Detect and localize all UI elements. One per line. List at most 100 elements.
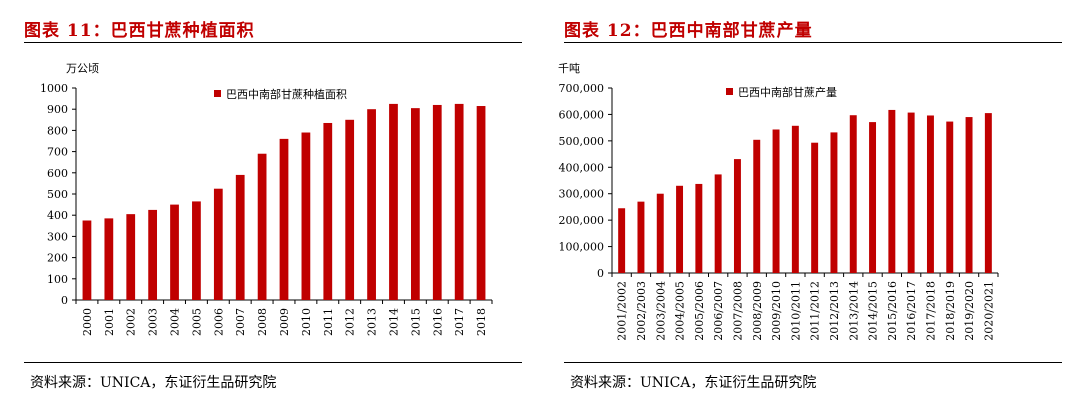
x-tick-label: 2016/2017 bbox=[905, 281, 918, 341]
bar bbox=[82, 220, 92, 300]
legend-label: 巴西中南部甘蔗种植面积 bbox=[226, 87, 347, 101]
x-tick-label: 2015/2016 bbox=[886, 281, 899, 341]
source-note: 资料来源：UNICA，东证衍生品研究院 bbox=[30, 375, 277, 391]
x-tick-label: 2014/2015 bbox=[867, 281, 880, 341]
bar bbox=[104, 218, 114, 300]
x-tick-label: 2004/2005 bbox=[674, 281, 687, 341]
x-tick-label: 2015 bbox=[409, 308, 422, 336]
x-tick-label: 2002 bbox=[125, 308, 138, 336]
bar bbox=[389, 103, 398, 301]
y-tick-label: 300,000 bbox=[559, 188, 605, 201]
y-tick-label: 0 bbox=[61, 294, 68, 307]
x-tick-label: 2014 bbox=[387, 308, 400, 336]
bar bbox=[849, 115, 857, 273]
bar bbox=[301, 132, 311, 300]
x-tick-label: 2005/2006 bbox=[693, 281, 706, 341]
y-tick-label: 500 bbox=[47, 188, 68, 201]
x-tick-label: 2006/2007 bbox=[712, 281, 725, 341]
x-tick-label: 2011 bbox=[322, 308, 335, 336]
figure-title: 图表 11：巴西甘蔗种植面积 bbox=[24, 21, 255, 41]
bar bbox=[656, 193, 664, 273]
bar bbox=[695, 183, 703, 273]
y-tick-label: 300 bbox=[47, 230, 68, 243]
bar bbox=[811, 142, 819, 273]
y-tick-label: 500,000 bbox=[559, 135, 605, 148]
x-tick-label: 2019/2020 bbox=[963, 281, 976, 341]
bar-chart-planting-area: 0 100 200 300 400 500 600 700 800 900 1000 万公顷 2000 2… bbox=[40, 62, 493, 336]
bar bbox=[257, 153, 267, 300]
source-note: 资料来源：UNICA，东证衍生品研究院 bbox=[570, 375, 817, 391]
bar bbox=[235, 174, 245, 300]
x-tick-label: 2013/2014 bbox=[847, 281, 860, 341]
x-tick-label: 2008 bbox=[256, 308, 269, 336]
bar bbox=[733, 159, 741, 273]
x-tick-label: 2011/2012 bbox=[809, 281, 822, 341]
bar bbox=[367, 109, 376, 300]
bar bbox=[637, 201, 645, 273]
legend-swatch bbox=[214, 90, 221, 97]
legend-label: 巴西中南部甘蔗产量 bbox=[738, 85, 837, 99]
y-tick-label: 700,000 bbox=[559, 82, 605, 95]
bar bbox=[907, 112, 915, 273]
y-tick-label: 800 bbox=[47, 124, 68, 137]
bar bbox=[714, 174, 722, 273]
x-tick-label: 2009 bbox=[278, 308, 291, 336]
x-tick-label: 2012/2013 bbox=[828, 281, 841, 341]
title-divider bbox=[564, 42, 1062, 43]
y-tick-label: 400,000 bbox=[559, 161, 605, 174]
bar bbox=[791, 125, 799, 274]
x-tick-label: 2009/2010 bbox=[770, 281, 783, 341]
bar bbox=[830, 132, 838, 273]
y-tick-label: 200 bbox=[47, 252, 68, 265]
chart-panel-planting-area: 图表 11：巴西甘蔗种植面积 0 100 200 300 400 500 600 700 800… bbox=[24, 21, 522, 391]
x-tick-label: 2013 bbox=[366, 308, 379, 336]
y-tick-label: 1000 bbox=[40, 82, 68, 95]
x-tick-label: 2001 bbox=[103, 308, 116, 336]
bar bbox=[410, 108, 420, 300]
y-tick-label: 700 bbox=[47, 146, 68, 159]
bar bbox=[476, 106, 486, 301]
y-tick-label: 400 bbox=[47, 209, 68, 222]
bar bbox=[965, 117, 973, 273]
y-tick-label: 100 bbox=[47, 273, 68, 286]
title-divider bbox=[24, 42, 522, 43]
chart-panel-sugarcane-output: 图表 12：巴西中南部甘蔗产量 0 100,000 200,000 300,000 40… bbox=[540, 0, 1080, 410]
x-tick-label: 2004 bbox=[169, 308, 182, 336]
x-tick-label: 2006 bbox=[212, 308, 225, 336]
x-tick-label: 2001/2002 bbox=[616, 281, 629, 341]
x-tick-label: 2012 bbox=[344, 308, 357, 336]
bar bbox=[345, 119, 355, 300]
x-tick-label: 2018/2019 bbox=[944, 281, 957, 341]
bar bbox=[432, 104, 442, 301]
y-tick-label: 200,000 bbox=[559, 214, 605, 227]
bar bbox=[888, 109, 896, 273]
x-tick-label: 2000 bbox=[81, 308, 94, 336]
bar bbox=[926, 115, 934, 273]
x-tick-label: 2003 bbox=[147, 308, 160, 336]
bar bbox=[323, 122, 333, 300]
bar bbox=[192, 201, 201, 300]
bar bbox=[454, 103, 464, 301]
bar bbox=[126, 214, 136, 300]
source-divider bbox=[24, 362, 522, 363]
y-tick-label: 0 bbox=[597, 267, 604, 280]
x-tick-label: 2017/2018 bbox=[924, 281, 937, 341]
bar-chart-sugarcane-output: 0 100,000 200,000 300,000 400,000 500,000 600,… bbox=[558, 62, 999, 341]
x-tick-label: 2020/2021 bbox=[982, 281, 995, 341]
x-tick-label: 2007/2008 bbox=[731, 281, 744, 341]
bar bbox=[772, 129, 780, 273]
y-tick-label: 900 bbox=[47, 103, 68, 116]
bar bbox=[170, 204, 179, 300]
y-tick-label: 600 bbox=[47, 167, 68, 180]
y-axis-unit: 千吨 bbox=[558, 62, 580, 75]
y-tick-label: 600,000 bbox=[559, 108, 605, 121]
bar bbox=[753, 139, 761, 273]
x-tick-label: 2002/2003 bbox=[635, 281, 648, 341]
x-tick-label: 2007 bbox=[234, 308, 247, 336]
x-tick-label: 2016 bbox=[431, 308, 444, 336]
legend-swatch bbox=[726, 88, 733, 95]
bar bbox=[279, 138, 289, 300]
bar bbox=[148, 209, 158, 300]
bar bbox=[213, 188, 223, 300]
x-tick-label: 2010/2011 bbox=[789, 281, 802, 341]
